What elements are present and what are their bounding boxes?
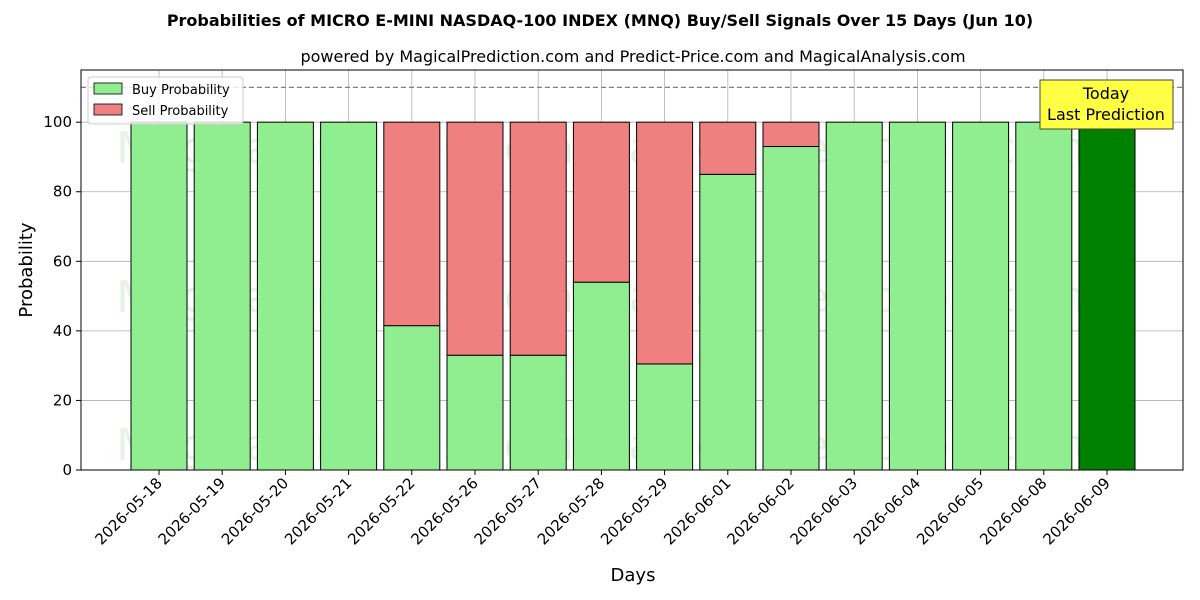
bar-sell-2026-05-26 — [446, 121, 504, 356]
bar-buy-2026-05-26 — [446, 354, 504, 471]
bar-buy-2026-05-19 — [193, 121, 251, 471]
bar-buy-2026-06-01 — [699, 173, 757, 471]
x-tick-label: 2026-05-21 — [281, 474, 355, 548]
x-tick-label: 2026-06-08 — [976, 474, 1050, 548]
bar-sell-2026-05-27 — [509, 121, 567, 356]
bar-buy-2026-06-04 — [888, 121, 946, 471]
x-tick-label: 2026-06-04 — [850, 474, 924, 548]
x-tick-label: 2026-05-26 — [407, 474, 481, 548]
legend-swatch-sell — [93, 103, 123, 116]
x-tick-label: 2026-05-18 — [91, 474, 165, 548]
legend-label-sell: Sell Probability — [132, 104, 229, 119]
x-tick-label: 2026-05-29 — [597, 474, 671, 548]
bar-buy-2026-06-05 — [952, 121, 1010, 471]
x-tick-label: 2026-05-28 — [534, 474, 608, 548]
bar-buy-2026-05-20 — [256, 121, 314, 471]
y-tick-label: 100 — [43, 113, 72, 131]
bar-sell-2026-05-29 — [636, 121, 694, 365]
x-tick-label: 2026-05-19 — [155, 474, 229, 548]
bar-sell-2026-06-02 — [762, 121, 820, 148]
bar-buy-2026-05-29 — [636, 363, 694, 471]
chart-title: Probabilities of MICRO E-MINI NASDAQ-100… — [167, 11, 1033, 30]
x-tick-label: 2026-06-02 — [723, 474, 797, 548]
y-tick-label: 0 — [62, 461, 72, 479]
x-tick-label: 2026-06-03 — [787, 474, 861, 548]
x-tick-label: 2026-06-09 — [1039, 474, 1113, 548]
plot-frame — [80, 69, 1184, 471]
legend: Buy Probability Sell Probability — [87, 76, 244, 125]
chart-subtitle: powered by MagicalPrediction.com and Pre… — [300, 47, 965, 66]
bar-buy-2026-05-21 — [320, 121, 378, 471]
y-tick-label: 20 — [53, 391, 72, 409]
x-tick-label: 2026-05-27 — [471, 474, 545, 548]
bar-buy-2026-05-18 — [130, 121, 188, 471]
bar-buy-2026-05-22 — [383, 325, 441, 471]
legend-box — [87, 76, 244, 125]
bar-sell-2026-06-01 — [699, 121, 757, 175]
bar-sell-2026-05-22 — [383, 121, 441, 327]
x-tick-label: 2026-06-05 — [913, 474, 987, 548]
y-tick-label: 60 — [53, 252, 72, 270]
legend-swatch-buy — [93, 82, 123, 95]
x-tick-label: 2026-05-22 — [344, 474, 418, 548]
y-tick-label: 40 — [53, 322, 72, 340]
annotation-box — [1039, 79, 1174, 130]
y-axis-label: Probability — [16, 222, 37, 317]
legend-label-buy: Buy Probability — [132, 83, 230, 98]
x-axis-label: Days — [611, 565, 656, 586]
annotation-line-1: Today — [1082, 84, 1129, 103]
bar-sell-2026-05-28 — [572, 121, 630, 283]
bar-buy-2026-05-27 — [509, 354, 567, 471]
x-tick-label: 2026-05-20 — [218, 474, 292, 548]
x-tick-label: 2026-06-01 — [660, 474, 734, 548]
bar-buy-2026-06-09 — [1078, 121, 1136, 471]
today-annotation: Today Last Prediction — [1039, 79, 1174, 130]
annotation-line-2: Last Prediction — [1047, 105, 1165, 124]
bar-buy-2026-06-03 — [825, 121, 883, 471]
bar-buy-2026-06-02 — [762, 146, 820, 471]
bar-buy-2026-05-28 — [572, 281, 630, 471]
bar-layer — [130, 121, 1136, 471]
y-tick-label: 80 — [53, 183, 72, 201]
bar-buy-2026-06-08 — [1015, 121, 1073, 471]
y-axis-ticks: 0 20 40 60 80 100 — [43, 113, 81, 479]
x-axis-ticks: 2026-05-182026-05-192026-05-202026-05-21… — [91, 470, 1114, 548]
